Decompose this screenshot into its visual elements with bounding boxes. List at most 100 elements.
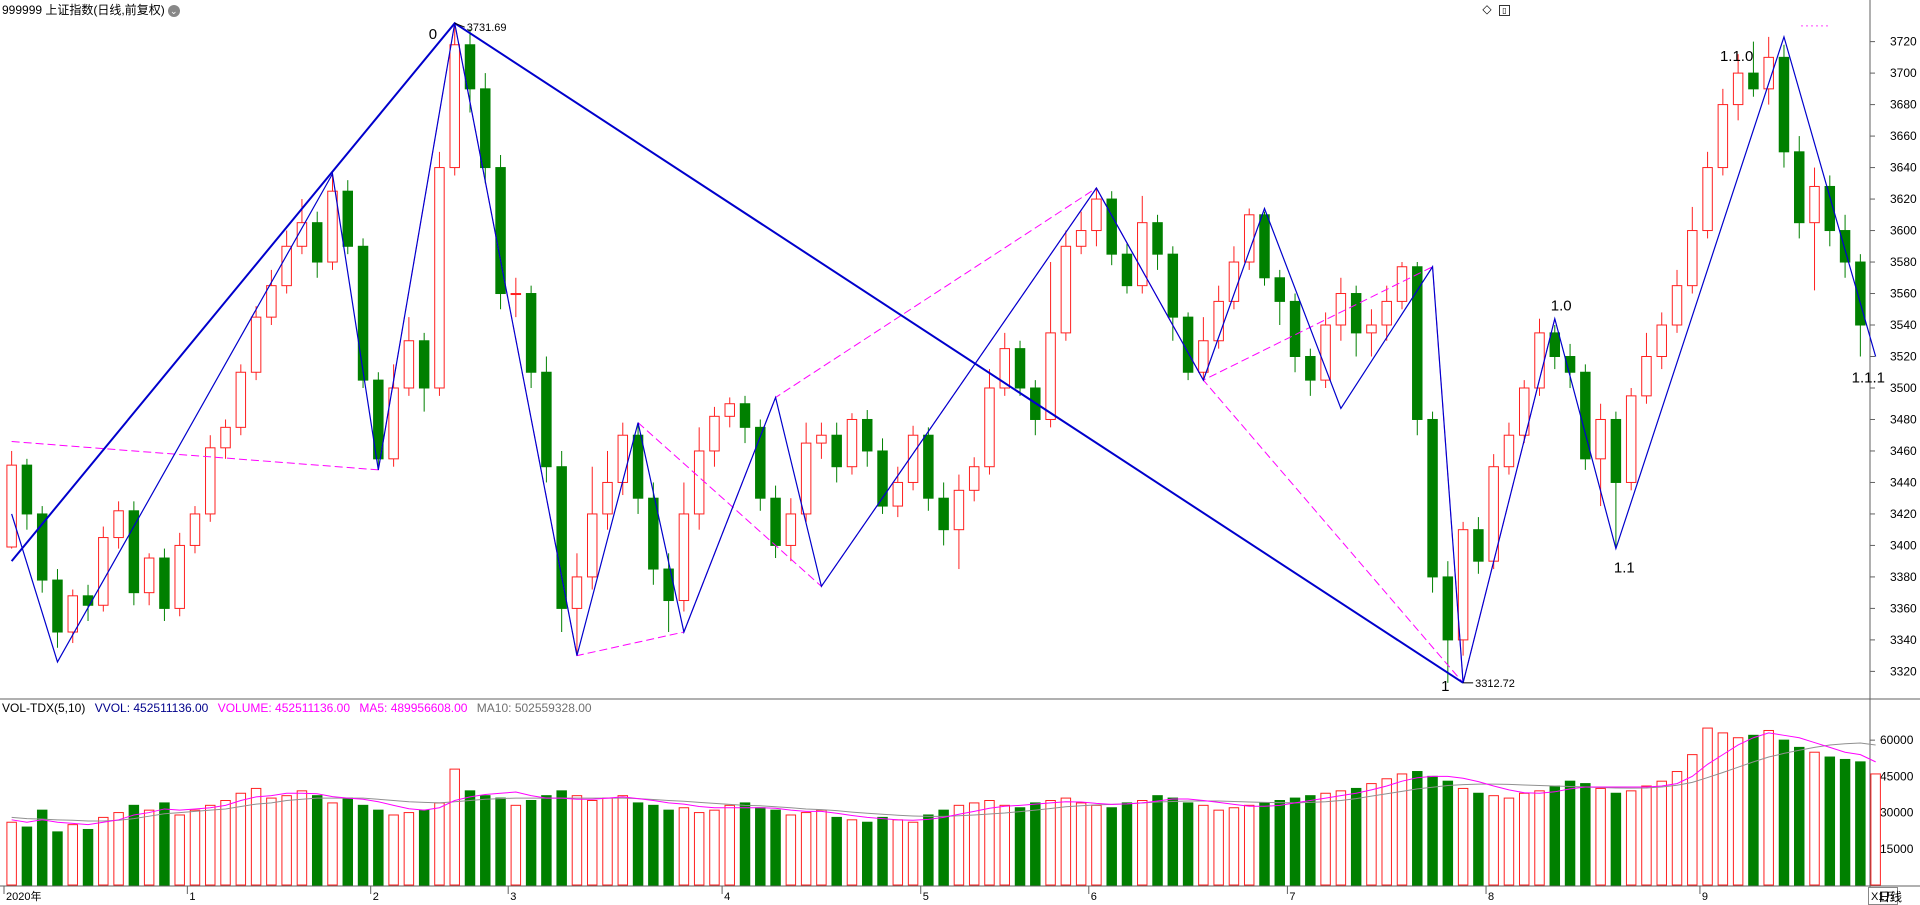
candle-down — [1748, 72, 1759, 90]
volume-tick-label: 60000 — [1880, 733, 1914, 747]
volume-bars — [6, 727, 1881, 886]
candle-up — [1045, 332, 1056, 420]
wave-annotations: 0 3731.69 1 3312.72 1.0 1.1 1.1.0 1.1.1 — [429, 22, 1885, 695]
volume-bar — [663, 809, 674, 886]
volume-bar — [464, 790, 476, 886]
price-tick-label: 3360 — [1890, 601, 1917, 615]
volume-bar — [159, 802, 170, 886]
price-tick-label: 3380 — [1890, 570, 1917, 584]
volume-bar — [434, 802, 445, 886]
volume-bar — [907, 821, 919, 886]
candle-up — [1396, 266, 1408, 302]
volume-bar — [1748, 734, 1759, 886]
candle-down — [159, 557, 170, 609]
candle-up — [1595, 418, 1606, 460]
candle-up — [1687, 230, 1698, 287]
volume-bar — [739, 802, 751, 886]
candle-down — [1564, 356, 1576, 373]
volume-bar — [755, 807, 766, 886]
candle-down — [923, 434, 934, 499]
volume-bar — [1243, 804, 1255, 886]
candle-up — [800, 442, 812, 515]
volume-tick-label: 30000 — [1880, 806, 1914, 820]
volume-tick-label: 15000 — [1880, 842, 1914, 856]
price-tick-label: 3520 — [1890, 350, 1917, 364]
candle-up — [6, 464, 17, 548]
volume-bar — [1228, 807, 1240, 886]
volume-bar — [1625, 790, 1637, 886]
volume-bar — [923, 814, 934, 886]
candle-up — [1641, 356, 1652, 397]
volume-bar — [327, 802, 338, 886]
volume-bar — [220, 800, 231, 886]
volume-bar — [999, 804, 1010, 886]
volume-bar — [1366, 783, 1377, 886]
candle-down — [1305, 356, 1316, 381]
diamond-icon[interactable]: ◇ — [1482, 2, 1492, 16]
candle-up — [388, 387, 399, 460]
candle-up — [953, 489, 965, 531]
volume-bar — [205, 804, 216, 886]
volume-bar — [1488, 795, 1499, 886]
volume-bar — [1106, 807, 1117, 886]
volume-bar — [678, 807, 690, 886]
candle-down — [1259, 214, 1270, 279]
candle-up — [1625, 395, 1637, 483]
date-tick-label: 2020年 — [6, 889, 41, 903]
volume-bar — [586, 800, 598, 886]
volume-bar — [1060, 797, 1072, 886]
candle-up — [1320, 324, 1331, 381]
candle-up — [693, 450, 705, 515]
extreme-value-label: 3312.72 — [1475, 678, 1515, 690]
zigzag-minor — [11, 23, 1877, 683]
candle-down — [82, 595, 94, 606]
candle-up — [1763, 56, 1774, 90]
volume-bar — [968, 802, 980, 886]
ma10-value: MA10: 502559328.00 — [476, 701, 592, 715]
volume-bar — [1442, 780, 1454, 886]
candle-up — [602, 481, 613, 515]
volume-bar — [1014, 807, 1026, 886]
candle-up — [968, 466, 980, 491]
candle-up — [1213, 300, 1224, 342]
candle-down — [1839, 230, 1851, 263]
panel-toggle-icon[interactable]: ▯ — [1499, 5, 1510, 16]
volume-axis: 60000 45000 30000 15000 — [1870, 733, 1914, 856]
volume-bar — [403, 812, 415, 886]
volume-bar — [357, 804, 369, 886]
candle-down — [418, 340, 430, 389]
wave-label: 1.1.1 — [1852, 370, 1885, 387]
volume-tick-label: 45000 — [1880, 769, 1914, 783]
candle-up — [678, 513, 690, 602]
price-tick-label: 3600 — [1890, 224, 1917, 238]
volume-value: VOLUME: 452511136.00 — [217, 701, 351, 715]
price-tick-label: 3720 — [1890, 35, 1917, 49]
volume-bar — [510, 804, 522, 886]
price-tick-label: 3680 — [1890, 98, 1917, 112]
date-tick-label: 4 — [724, 891, 730, 903]
chevron-down-icon[interactable]: ⌄ — [167, 4, 180, 17]
volume-bar — [1580, 783, 1591, 886]
volume-bar — [785, 814, 797, 886]
candle-down — [1824, 185, 1836, 232]
date-tick-label: 3 — [510, 891, 516, 903]
volume-bar — [311, 795, 323, 886]
candle-down — [525, 293, 537, 373]
candle-up — [907, 434, 919, 483]
period-label[interactable]: 日线 — [1878, 890, 1903, 904]
candle-up — [1809, 185, 1820, 224]
volume-ma5-line — [11, 732, 1876, 826]
volume-header: VOL-TDX(5,10) VVOL: 452511136.00 VOLUME:… — [2, 700, 598, 716]
candle-up — [1060, 245, 1072, 334]
price-tick-label: 3480 — [1890, 412, 1917, 426]
volume-bar — [1503, 797, 1515, 886]
volume-bar — [281, 795, 292, 886]
volume-bar — [1045, 800, 1056, 886]
volume-bar — [67, 824, 78, 886]
date-tick-label: 2 — [373, 891, 379, 903]
candle-up — [143, 557, 155, 594]
candle-up — [724, 403, 735, 417]
volume-indicator-name[interactable]: VOL-TDX(5,10) — [2, 701, 86, 715]
candle-up — [892, 481, 904, 507]
